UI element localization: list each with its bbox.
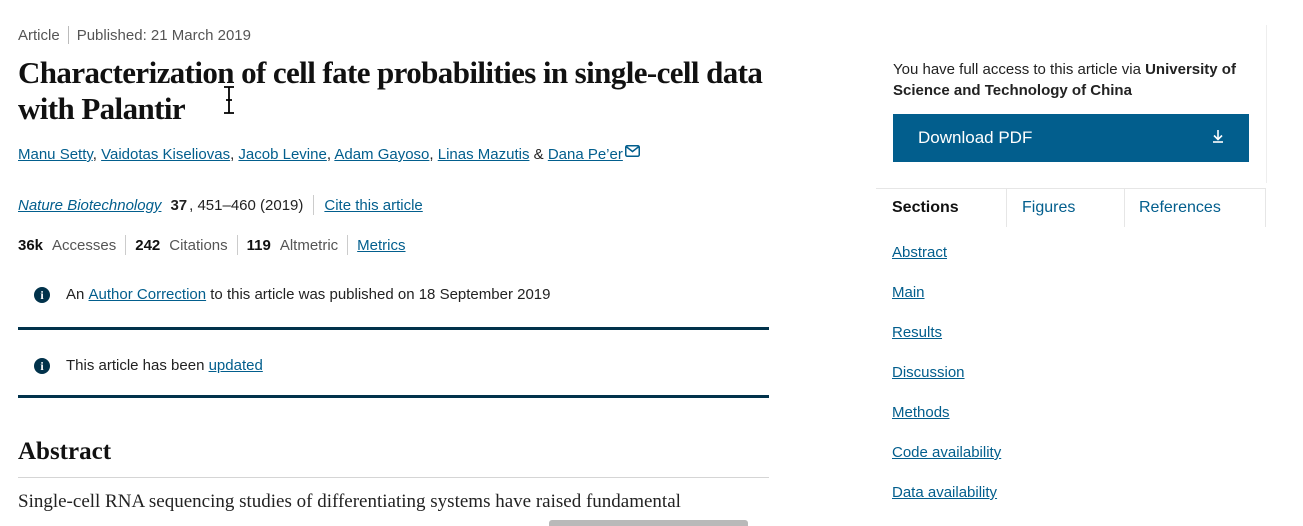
altmetric-label: Altmetric xyxy=(279,236,339,254)
info-icon: i xyxy=(34,286,50,303)
section-link-discussion[interactable]: Discussion xyxy=(892,364,965,381)
article-updated-notice: i This article has been updated xyxy=(18,330,769,398)
tab-figures[interactable]: Figures xyxy=(1006,189,1124,227)
author-link[interactable]: Vaidotas Kiseliovas xyxy=(101,146,231,163)
text-cursor-icon xyxy=(222,85,236,115)
divider xyxy=(18,477,769,478)
download-icon xyxy=(1212,129,1224,148)
section-link-code-availability[interactable]: Code availability xyxy=(892,444,1002,461)
section-item: Main xyxy=(892,284,1001,324)
author-separator: , xyxy=(326,146,331,163)
download-pdf-button[interactable]: Download PDF xyxy=(893,114,1249,162)
divider xyxy=(236,235,238,255)
section-item: Code availability xyxy=(892,444,1001,484)
author-correction-notice: i An Author Correction to this article w… xyxy=(18,270,769,330)
notice-prefix: This article has been xyxy=(66,357,205,374)
author-link[interactable]: Dana Pe’er xyxy=(547,146,623,163)
institution-name: University of Science and Technology of … xyxy=(893,61,1236,99)
section-nav: Abstract Main Results Discussion Methods… xyxy=(892,244,1001,524)
altmetric-score: 119 xyxy=(246,236,271,254)
abstract-heading: Abstract xyxy=(18,438,112,465)
section-link-methods[interactable]: Methods xyxy=(892,404,950,421)
horizontal-scrollbar-thumb[interactable] xyxy=(549,520,748,526)
updated-link[interactable]: updated xyxy=(208,357,263,374)
citations-label: Citations xyxy=(169,236,228,254)
section-item: Data availability xyxy=(892,484,1001,524)
section-link-results[interactable]: Results xyxy=(892,324,943,341)
tab-sections[interactable]: Sections xyxy=(892,199,959,216)
cite-this-article-link[interactable]: Cite this article xyxy=(324,196,423,214)
section-item: Methods xyxy=(892,404,1001,444)
divider xyxy=(125,235,127,255)
section-item: Abstract xyxy=(892,244,1001,284)
author-correction-link[interactable]: Author Correction xyxy=(88,286,207,303)
abstract-text: Single-cell RNA sequencing studies of di… xyxy=(18,491,681,512)
author-link[interactable]: Adam Gayoso xyxy=(334,146,430,163)
citations-count: 242 xyxy=(135,236,161,254)
volume: 37 xyxy=(170,196,188,214)
access-message: You have full access to this article via… xyxy=(893,59,1253,101)
article-type: Article xyxy=(18,26,60,44)
citation-line: Nature Biotechnology 37 , 451–460 (2019)… xyxy=(18,195,423,215)
author-separator: , xyxy=(230,146,235,163)
metrics-link[interactable]: Metrics xyxy=(357,236,406,254)
author-ampersand: & xyxy=(533,146,544,163)
tab-references[interactable]: References xyxy=(1124,189,1266,227)
section-link-main[interactable]: Main xyxy=(892,284,925,301)
author-list: Manu Setty, Vaidotas Kiseliovas, Jacob L… xyxy=(18,144,640,163)
info-icon: i xyxy=(34,357,50,374)
sidebar-tabs: Sections Figures References xyxy=(876,188,1266,227)
pages-year: , 451–460 (2019) xyxy=(189,196,304,214)
divider xyxy=(347,235,349,255)
author-link[interactable]: Linas Mazutis xyxy=(437,146,530,163)
access-panel: You have full access to this article via… xyxy=(876,25,1267,183)
notice-row: i An Author Correction to this article w… xyxy=(34,286,550,303)
access-prefix: You have full access to this article via xyxy=(893,61,1141,78)
accesses-count: 36k xyxy=(18,236,44,254)
journal-link[interactable]: Nature Biotechnology xyxy=(18,196,162,214)
author-link[interactable]: Jacob Levine xyxy=(238,146,327,163)
divider xyxy=(313,195,315,215)
article-metrics: 36k Accesses 242 Citations 119 Altmetric… xyxy=(18,235,406,255)
notice-suffix: to this article was published on 18 Sept… xyxy=(210,286,551,303)
divider xyxy=(67,26,69,44)
published-date: Published: 21 March 2019 xyxy=(76,26,251,44)
notice-prefix: An xyxy=(66,286,85,303)
author-separator: , xyxy=(92,146,97,163)
section-item: Discussion xyxy=(892,364,1001,404)
section-link-abstract[interactable]: Abstract xyxy=(892,244,948,261)
accesses-label: Accesses xyxy=(52,236,117,254)
email-icon[interactable] xyxy=(624,144,640,161)
article-title: Characterization of cell fate probabilit… xyxy=(18,55,763,126)
section-item: Results xyxy=(892,324,1001,364)
section-link-data-availability[interactable]: Data availability xyxy=(892,484,998,501)
author-link[interactable]: Manu Setty xyxy=(18,146,93,163)
notice-row: i This article has been updated xyxy=(34,357,263,374)
download-pdf-label: Download PDF xyxy=(918,128,1033,147)
article-meta: Article Published: 21 March 2019 xyxy=(18,26,251,44)
author-separator: , xyxy=(429,146,434,163)
